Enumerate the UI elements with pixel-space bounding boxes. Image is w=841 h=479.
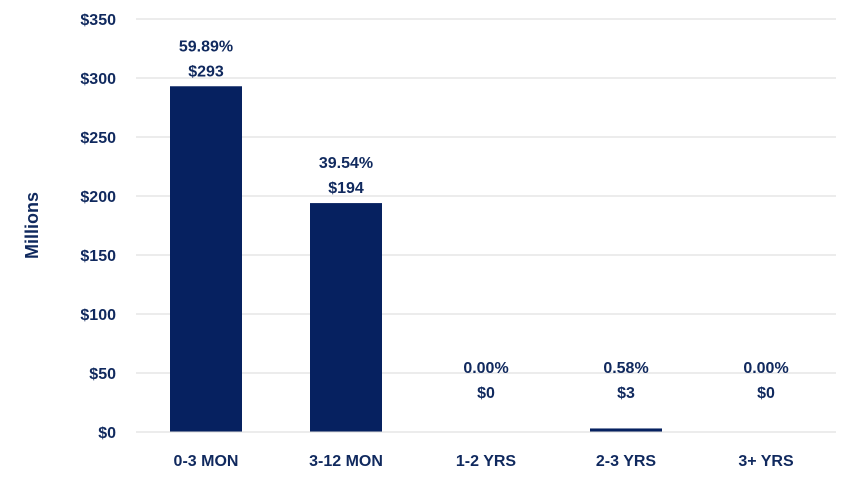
x-tick-label: 1-2 YRS — [456, 453, 517, 470]
data-labels: 59.89% $293 39.54% $194 0.00% $0 0.58% $3 0.00% $… — [179, 38, 789, 402]
y-tick-label: $200 — [80, 189, 116, 206]
y-tick-label: $250 — [80, 130, 116, 147]
y-axis-ticks: $0 $50 $100 $150 $200 $250 $300 $350 — [80, 12, 116, 442]
y-tick-label: $0 — [98, 425, 116, 442]
gridlines — [136, 18, 836, 374]
y-tick-label: $350 — [80, 12, 116, 29]
y-tick-label: $50 — [89, 366, 116, 383]
y-tick-label: $150 — [80, 248, 116, 265]
percent-label: 0.00% — [463, 360, 508, 377]
bar — [170, 86, 242, 432]
percent-label: 0.00% — [743, 360, 788, 377]
value-label: $0 — [477, 385, 495, 402]
x-axis-ticks: 0-3 MON 3-12 MON 1-2 YRS 2-3 YRS 3+ YRS — [174, 453, 794, 470]
bar — [590, 428, 662, 432]
x-tick-label: 3-12 MON — [309, 453, 383, 470]
value-label: $293 — [188, 63, 224, 80]
bars — [170, 86, 662, 432]
value-label: $194 — [328, 180, 364, 197]
percent-label: 39.54% — [319, 155, 373, 172]
value-label: $0 — [757, 385, 775, 402]
value-label: $3 — [617, 385, 635, 402]
x-tick-label: 2-3 YRS — [596, 453, 657, 470]
bar — [310, 203, 382, 432]
y-tick-label: $100 — [80, 307, 116, 324]
x-tick-label: 3+ YRS — [738, 453, 794, 470]
y-axis-title: Millions — [22, 192, 42, 259]
x-tick-label: 0-3 MON — [174, 453, 239, 470]
y-tick-label: $300 — [80, 71, 116, 88]
percent-label: 0.58% — [603, 360, 648, 377]
percent-label: 59.89% — [179, 38, 233, 55]
